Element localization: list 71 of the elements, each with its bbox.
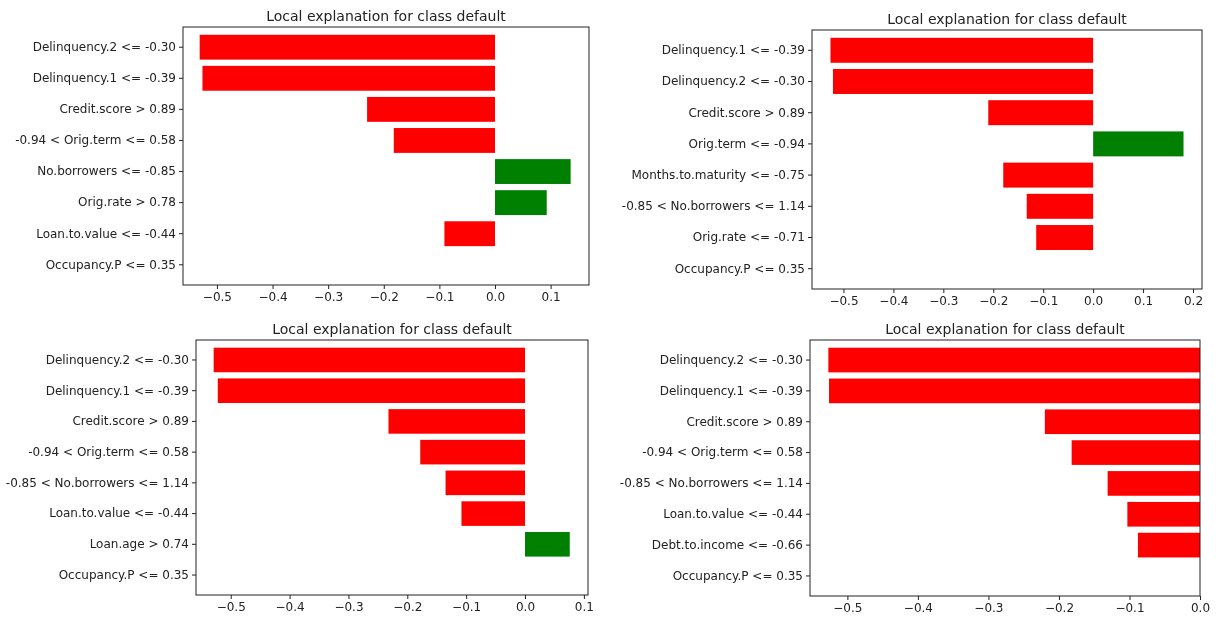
y-tick-label: Occupancy.P <= 0.35 bbox=[672, 568, 803, 583]
y-tick-label: Occupancy.P <= 0.35 bbox=[674, 261, 805, 276]
x-tick-label: 0.0 bbox=[1084, 293, 1104, 308]
bar bbox=[202, 65, 496, 91]
y-tick-label: Delinquency.1 <= -0.39 bbox=[659, 383, 803, 398]
y-tick-label: Loan.age > 0.74 bbox=[89, 537, 189, 552]
y-tick-label: Credit.score > 0.89 bbox=[686, 414, 803, 429]
y-tick-label: Delinquency.1 <= -0.39 bbox=[661, 43, 805, 58]
y-tick-label: Orig.rate <= -0.71 bbox=[692, 230, 805, 245]
x-tick-label: −0.4 bbox=[903, 600, 933, 615]
x-tick-label: −0.4 bbox=[258, 289, 288, 304]
y-tick-label: Occupancy.P <= 0.35 bbox=[58, 567, 189, 582]
x-tick-label: −0.3 bbox=[334, 599, 364, 614]
y-tick-label: Delinquency.1 <= -0.39 bbox=[45, 383, 189, 398]
x-tick-label: −0.3 bbox=[929, 293, 959, 308]
chart-title: Local explanation for class default bbox=[272, 321, 513, 337]
y-tick-label: Credit.score > 0.89 bbox=[688, 105, 805, 120]
x-tick-label: 0.0 bbox=[1190, 600, 1211, 615]
bar bbox=[367, 96, 496, 122]
y-tick-label: Debt.to.income <= -0.66 bbox=[651, 537, 803, 552]
y-tick-label: Loan.to.value <= -0.44 bbox=[663, 507, 803, 522]
y-tick-label: Orig.rate > 0.78 bbox=[78, 195, 176, 210]
y-tick-label: -0.85 < No.borrowers <= 1.14 bbox=[5, 475, 189, 490]
x-tick-label: 0.2 bbox=[1183, 293, 1204, 308]
x-tick-label: −0.4 bbox=[879, 293, 909, 308]
x-tick-label: −0.5 bbox=[216, 599, 246, 614]
bar bbox=[444, 221, 496, 247]
y-tick-label: Orig.term <= -0.94 bbox=[688, 136, 805, 151]
chart-title: Local explanation for class default bbox=[887, 11, 1128, 27]
x-tick-label: −0.1 bbox=[425, 289, 455, 304]
y-tick-label: Delinquency.2 <= -0.30 bbox=[659, 352, 803, 367]
bar bbox=[495, 159, 571, 184]
y-tick-label: Months.to.maturity <= -0.75 bbox=[631, 167, 805, 182]
bar bbox=[199, 34, 496, 60]
x-tick-label: −0.2 bbox=[1044, 600, 1075, 615]
y-tick-label: Credit.score > 0.89 bbox=[59, 102, 176, 117]
x-tick-label: −0.2 bbox=[393, 599, 423, 614]
x-tick-label: −0.4 bbox=[275, 599, 305, 614]
y-tick-label: No.borrowers <= -0.85 bbox=[37, 164, 176, 179]
x-tick-label: 0.1 bbox=[1134, 293, 1154, 308]
y-tick-label: Delinquency.2 <= -0.30 bbox=[661, 74, 805, 89]
y-tick-label: Loan.to.value <= -0.44 bbox=[36, 226, 176, 241]
x-tick-label: −0.5 bbox=[833, 600, 863, 615]
x-tick-label: −0.5 bbox=[829, 293, 859, 308]
y-tick-label: -0.94 < Orig.term <= 0.58 bbox=[15, 133, 176, 148]
x-tick-label: −0.5 bbox=[202, 289, 232, 304]
bar bbox=[495, 190, 547, 216]
x-tick-label: −0.1 bbox=[452, 599, 482, 614]
x-tick-label: −0.1 bbox=[1029, 293, 1059, 308]
y-tick-label: -0.85 < No.borrowers <= 1.14 bbox=[619, 476, 803, 491]
chart-title: Local explanation for class default bbox=[266, 8, 507, 24]
y-tick-label: -0.94 < Orig.term <= 0.58 bbox=[642, 445, 803, 460]
x-tick-label: 0.0 bbox=[485, 289, 506, 304]
x-tick-label: 0.1 bbox=[574, 599, 594, 614]
y-tick-label: Credit.score > 0.89 bbox=[72, 414, 189, 429]
y-tick-label: Delinquency.2 <= -0.30 bbox=[32, 40, 176, 55]
x-tick-label: −0.1 bbox=[1115, 600, 1145, 615]
x-tick-label: 0.0 bbox=[515, 599, 536, 614]
x-tick-label: 0.1 bbox=[541, 289, 561, 304]
x-tick-label: −0.3 bbox=[314, 289, 344, 304]
y-tick-label: Occupancy.P <= 0.35 bbox=[45, 257, 176, 272]
y-tick-label: -0.85 < No.borrowers <= 1.14 bbox=[621, 199, 805, 214]
x-tick-label: −0.2 bbox=[369, 289, 399, 304]
y-tick-label: Delinquency.2 <= -0.30 bbox=[45, 352, 189, 367]
y-tick-label: Loan.to.value <= -0.44 bbox=[49, 506, 189, 521]
y-tick-label: -0.94 < Orig.term <= 0.58 bbox=[28, 444, 189, 459]
y-tick-label: Delinquency.1 <= -0.39 bbox=[32, 71, 176, 86]
chart-title: Local explanation for class default bbox=[885, 321, 1126, 337]
x-tick-label: −0.2 bbox=[979, 293, 1009, 308]
bar bbox=[393, 128, 496, 153]
x-tick-label: −0.3 bbox=[974, 600, 1004, 615]
